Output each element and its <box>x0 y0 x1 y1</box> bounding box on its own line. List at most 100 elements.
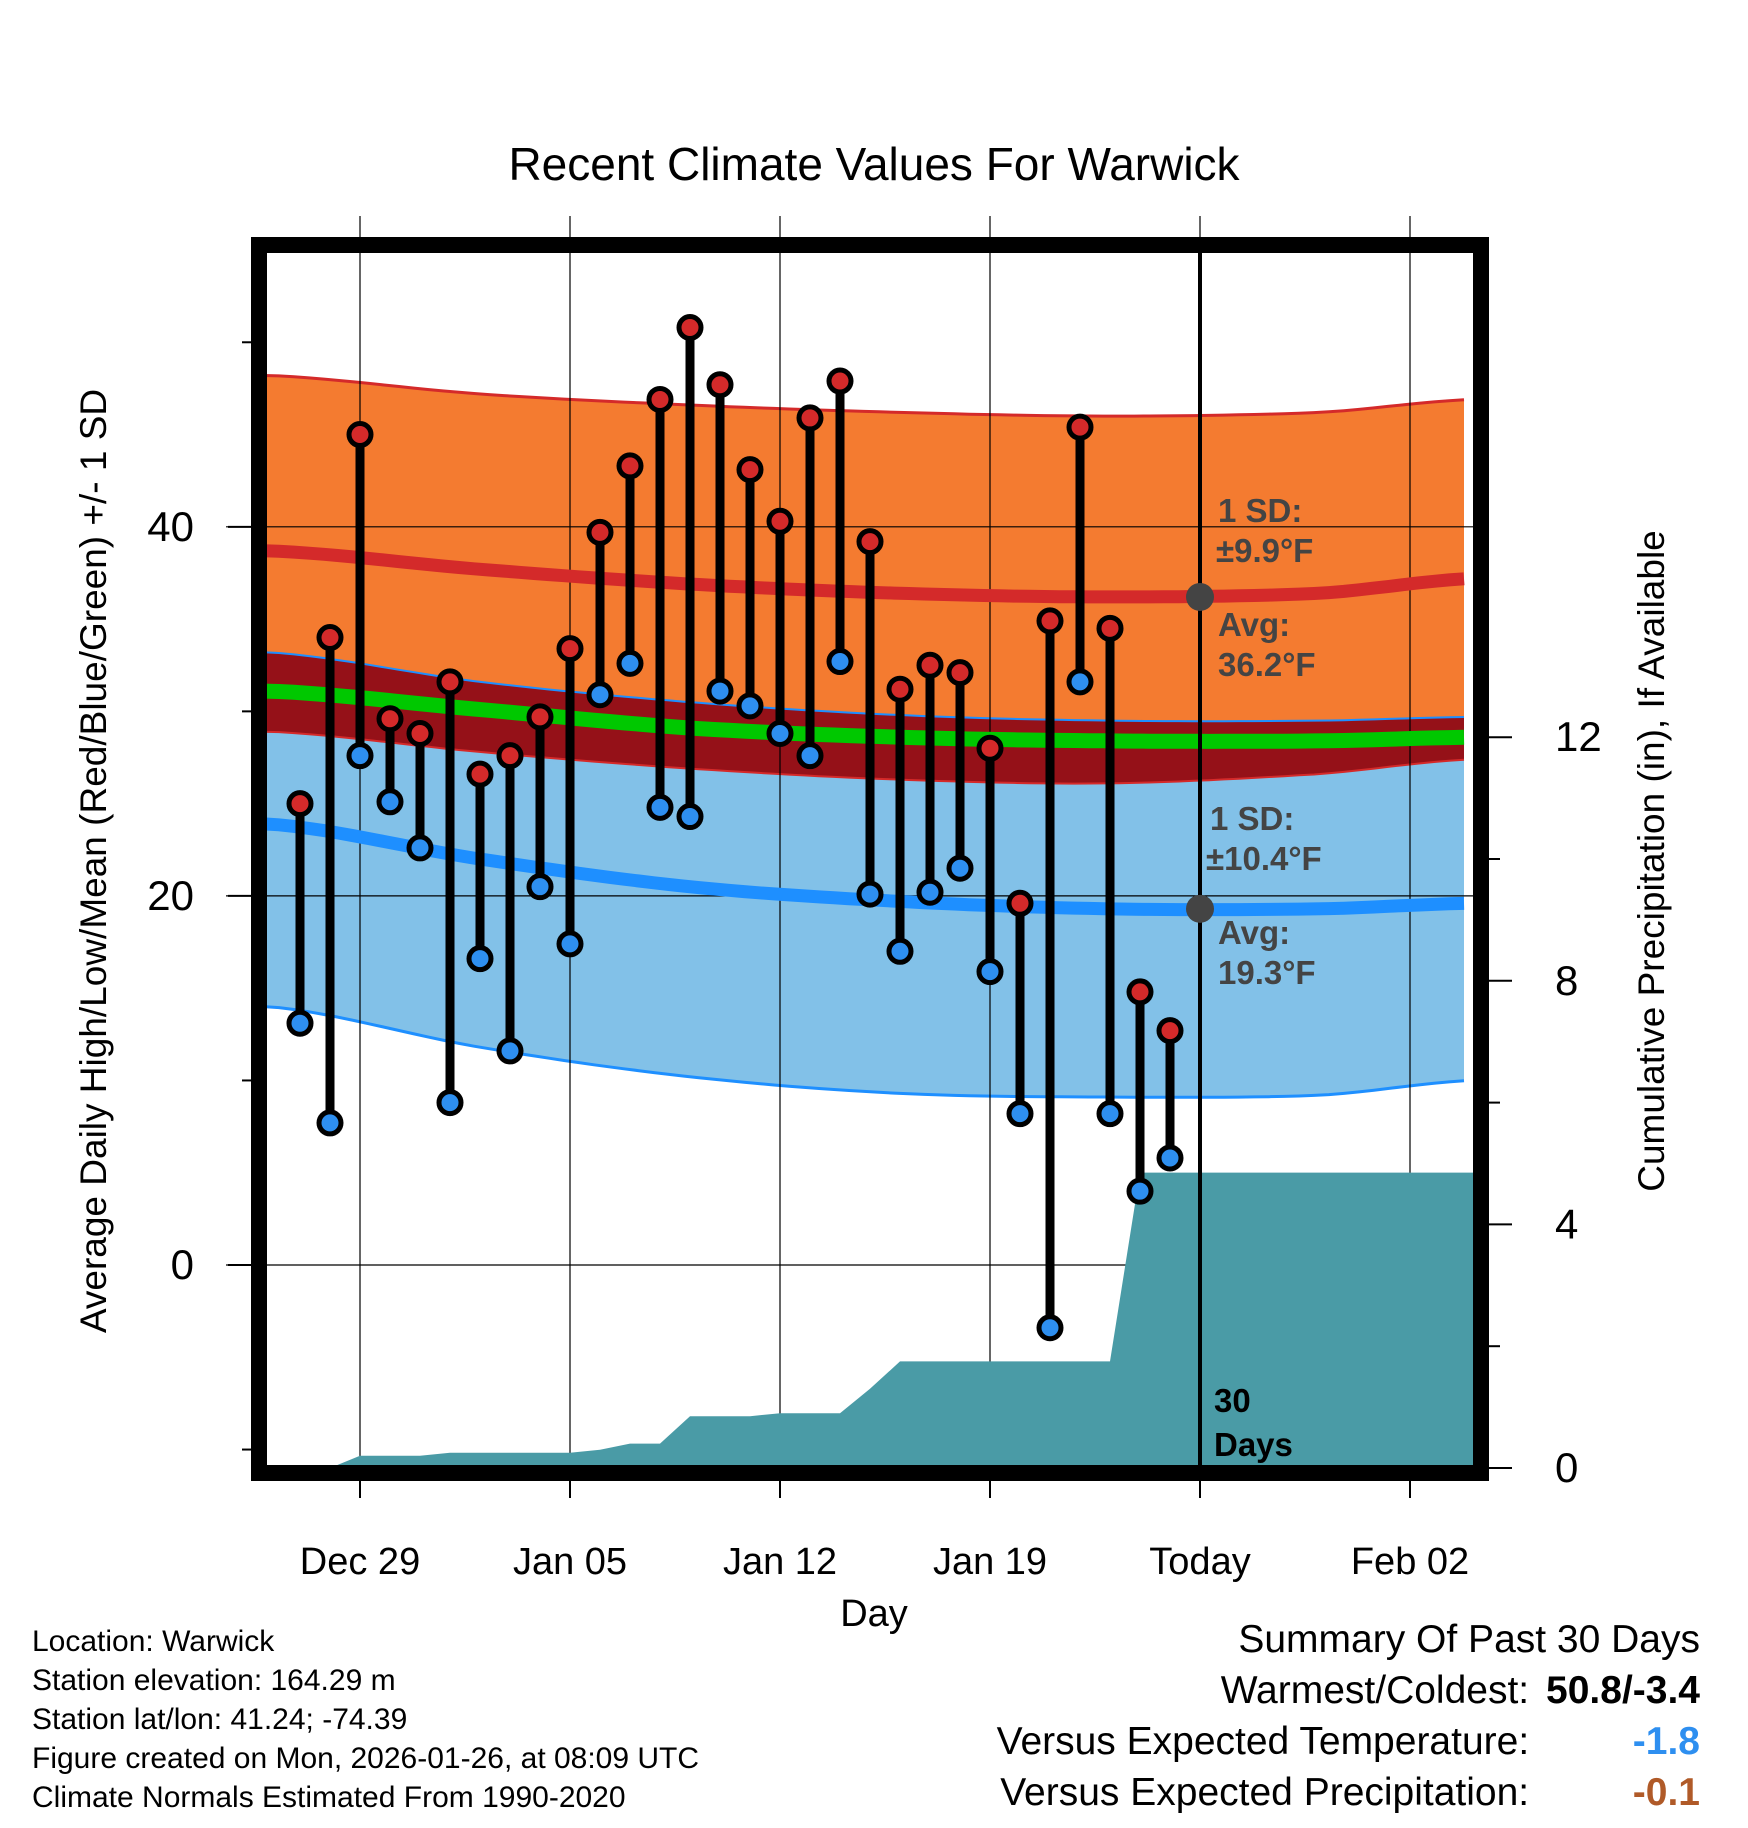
temp-anomaly-label: Versus Expected Temperature: <box>996 1720 1530 1763</box>
daily-high-point <box>466 760 494 788</box>
daily-low-point <box>736 692 764 720</box>
normal-high-line <box>263 544 1465 604</box>
daily-low-point <box>556 930 584 958</box>
daily-low-point <box>1036 1314 1064 1342</box>
daily-high-point <box>646 385 674 413</box>
y2-tick-label: 8 <box>1555 957 1578 1004</box>
daily-high-point <box>1066 413 1094 441</box>
low-sd-label: 1 SD: <box>1210 800 1294 837</box>
temp-anomaly-value: -1.8 <box>1632 1720 1700 1763</box>
daily-low-point <box>376 788 404 816</box>
daily-high-point <box>346 421 374 449</box>
daily-high-point <box>286 790 314 818</box>
daily-low-point <box>1156 1144 1184 1172</box>
daily-high-point <box>706 371 734 399</box>
daily-high-point <box>316 624 344 652</box>
daily-low-point <box>1096 1100 1124 1128</box>
band-overlap <box>264 652 1464 784</box>
low-avg-label: Avg: <box>1218 914 1290 951</box>
daily-low-point <box>586 681 614 709</box>
x-tick-label: Jan 12 <box>723 1541 837 1583</box>
today-low-normal-marker <box>1186 894 1214 923</box>
summary-title: Summary Of Past 30 Days <box>1238 1618 1700 1661</box>
y-tick-label: 0 <box>171 1241 194 1288</box>
plot-frame <box>251 237 1489 1481</box>
daily-low-point <box>286 1009 314 1037</box>
daily-high-point <box>1036 607 1064 635</box>
daily-high-point <box>676 314 704 342</box>
daily-high-point <box>826 367 854 395</box>
daily-high-point <box>406 720 434 748</box>
daily-high-point <box>1096 614 1124 642</box>
x-tick-label: Jan 19 <box>933 1541 1047 1583</box>
normal-mean-line <box>263 683 1465 749</box>
daily-high-point <box>436 668 464 696</box>
y2-axis-label: Cumulative Precipitation (in), If Availa… <box>1631 530 1672 1192</box>
elevation-text: Station elevation: 164.29 m <box>32 1664 396 1697</box>
high-sd-value: ±9.9°F <box>1216 532 1313 569</box>
daily-low-point <box>436 1089 464 1117</box>
low-sd-lower-edge <box>263 1005 1465 1099</box>
daily-low-point <box>916 878 944 906</box>
daily-high-point <box>736 456 764 484</box>
daily-low-point <box>976 958 1004 986</box>
y2-tick-label: 12 <box>1555 713 1602 760</box>
days-label-line2: Days <box>1214 1426 1293 1463</box>
warmest-coldest-row: Warmest/Coldest: 50.8/-3.4 <box>997 1665 1700 1716</box>
precip-anomaly-row: Versus Expected Precipitation: -0.1 <box>997 1767 1700 1818</box>
daily-high-point <box>556 635 584 663</box>
daily-high-point <box>1156 1017 1184 1045</box>
daily-high-point <box>916 651 944 679</box>
daily-low-point <box>1126 1177 1154 1205</box>
daily-low-point <box>646 793 674 821</box>
x-tick-label: Dec 29 <box>300 1541 420 1583</box>
days-label-line1: 30 <box>1214 1382 1251 1419</box>
precip-area <box>264 1172 1476 1468</box>
daily-low-point <box>706 677 734 705</box>
daily-low-point <box>856 880 884 908</box>
daily-low-point <box>796 742 824 770</box>
daily-low-point <box>826 648 854 676</box>
low-sd-value: ±10.4°F <box>1206 840 1322 877</box>
daily-low-point <box>526 873 554 901</box>
daily-high-point <box>616 452 644 480</box>
x-axis-label: Day <box>840 1593 908 1635</box>
x-tick-label: Today <box>1149 1541 1250 1583</box>
y2-tick-label: 4 <box>1555 1200 1578 1247</box>
daily-high-point <box>856 528 884 556</box>
x-tick-label: Feb 02 <box>1351 1541 1469 1583</box>
daily-low-point <box>496 1037 524 1065</box>
y-axis-label: Average Daily High/Low/Mean (Red/Blue/Gr… <box>73 389 114 1333</box>
low-avg-value: 19.3°F <box>1218 954 1316 991</box>
daily-low-point <box>946 854 974 882</box>
high-sd-upper-edge <box>263 374 1465 418</box>
daily-low-point <box>616 649 644 677</box>
low-sd-upper-edge <box>263 651 1465 723</box>
daily-high-point <box>1126 978 1154 1006</box>
station-info: Location: Warwick Station elevation: 164… <box>32 1622 699 1817</box>
daily-high-point <box>766 507 794 535</box>
daily-high-point <box>796 404 824 432</box>
daily-high-point <box>1006 889 1034 917</box>
high-sd-label: 1 SD: <box>1218 492 1302 529</box>
y-tick-label: 40 <box>147 503 194 550</box>
daily-high-point <box>376 705 404 733</box>
daily-low-point <box>406 834 434 862</box>
daily-high-point <box>586 518 614 546</box>
high-sd-lower-edge <box>263 730 1465 785</box>
daily-high-point <box>886 675 914 703</box>
latlon-text: Station lat/lon: 41.24; -74.39 <box>32 1703 408 1736</box>
high-sd-band <box>264 375 1464 784</box>
y-tick-label: 20 <box>147 872 194 919</box>
daily-low-point <box>1066 668 1094 696</box>
y2-tick-label: 0 <box>1555 1444 1578 1491</box>
daily-high-point <box>526 703 554 731</box>
created-text: Figure created on Mon, 2026-01-26, at 08… <box>32 1742 700 1775</box>
high-avg-value: 36.2°F <box>1218 646 1316 683</box>
daily-low-point <box>886 937 914 965</box>
daily-high-point <box>496 742 524 770</box>
daily-low-point <box>766 720 794 748</box>
daily-low-point <box>316 1109 344 1137</box>
daily-low-point <box>676 803 704 831</box>
